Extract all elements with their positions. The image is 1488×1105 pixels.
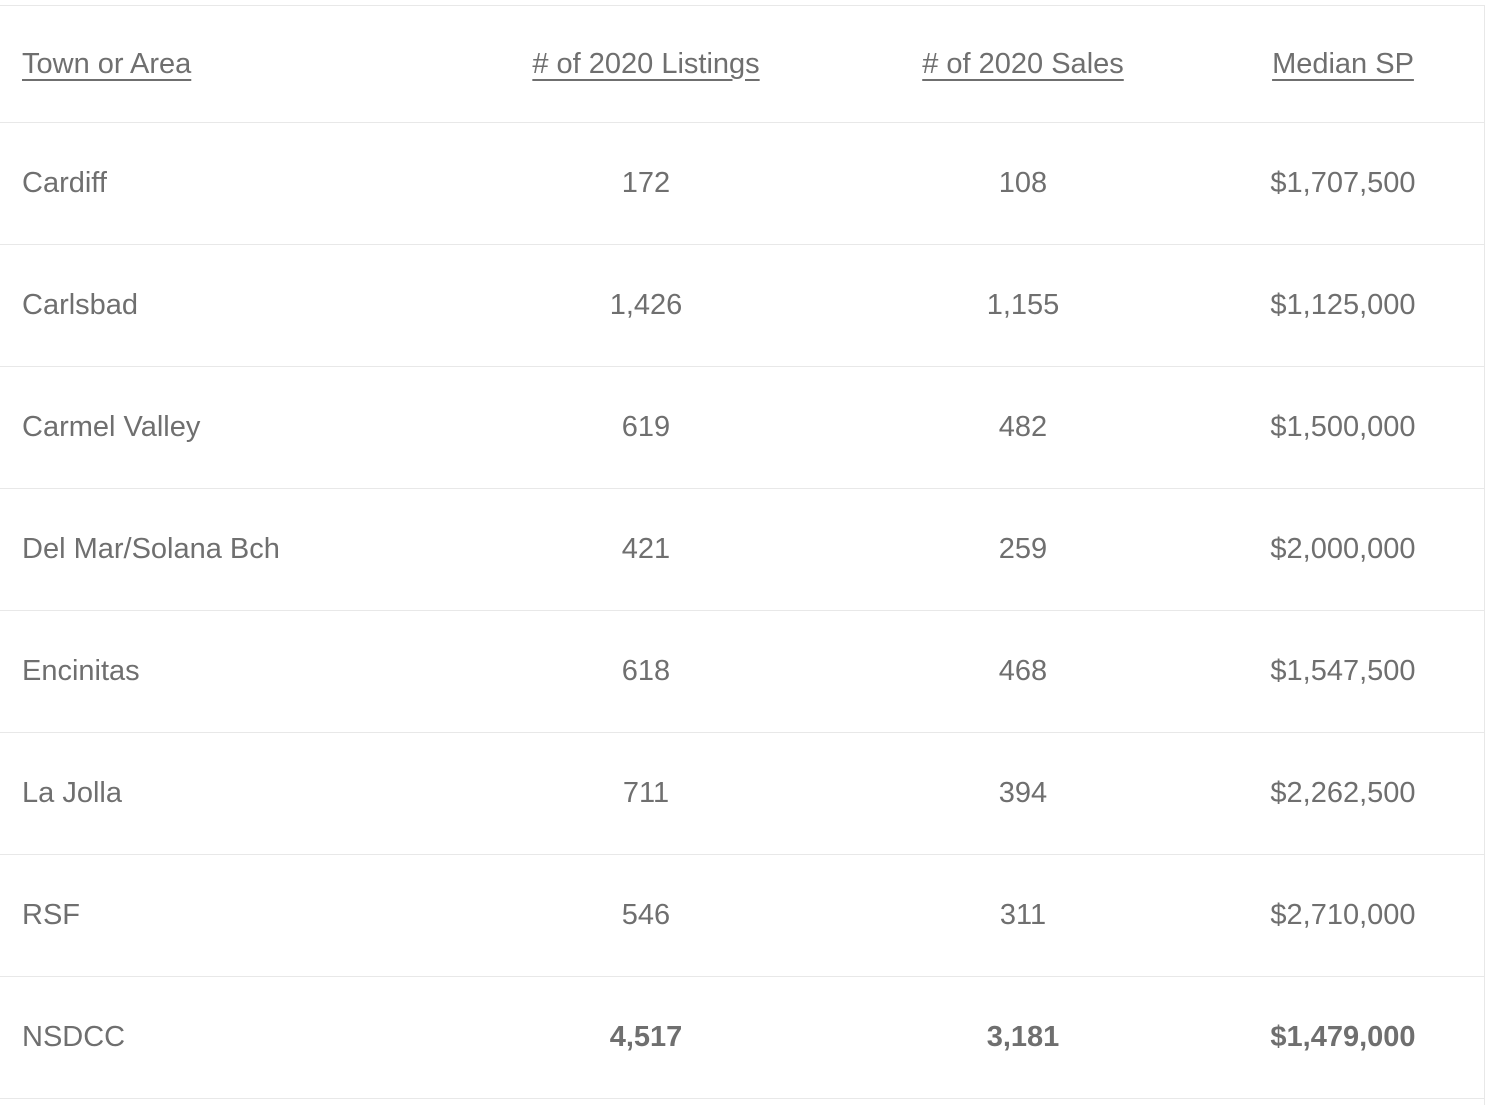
cell-2020-sales: 468 [998, 655, 1048, 687]
cell-median-sp: $1,479,000 [1270, 1021, 1416, 1053]
cell-median-sp: $1,500,000 [1270, 411, 1416, 443]
cell-2020-sales: 259 [998, 533, 1048, 565]
table-header: Town or Area # of 2020 Listings # of 202… [0, 5, 1484, 123]
column-header-2020-sales[interactable]: # of 2020 Sales [922, 47, 1124, 80]
cell-town-or-area: Del Mar/Solana Bch [22, 533, 280, 565]
cell-town-or-area: La Jolla [22, 777, 122, 809]
cell-2020-sales: 482 [998, 411, 1048, 443]
column-header-town-or-area[interactable]: Town or Area [22, 47, 192, 80]
listings-sales-table: Town or Area # of 2020 Listings # of 202… [0, 5, 1484, 1099]
cell-town-or-area: RSF [22, 899, 80, 931]
cell-2020-listings: 711 [622, 777, 670, 809]
cell-town-or-area: Cardiff [22, 167, 107, 199]
cell-2020-listings: 4,517 [609, 1021, 683, 1053]
cell-median-sp: $2,000,000 [1270, 533, 1416, 565]
cell-2020-sales: 3,181 [986, 1021, 1060, 1053]
cell-2020-listings: 421 [621, 533, 671, 565]
page-right-border [1484, 5, 1485, 1105]
cell-2020-listings: 546 [621, 899, 671, 931]
table-row: Carlsbad 1,426 1,155 $1,125,000 [0, 244, 1484, 367]
cell-median-sp: $1,707,500 [1270, 167, 1416, 199]
table-row: Encinitas 618 468 $1,547,500 [0, 610, 1484, 733]
cell-median-sp: $2,710,000 [1270, 899, 1416, 931]
cell-median-sp: $1,125,000 [1270, 289, 1416, 321]
header-row: Town or Area # of 2020 Listings # of 202… [0, 5, 1484, 123]
cell-town-or-area: Carlsbad [22, 289, 139, 321]
column-header-2020-listings[interactable]: # of 2020 Listings [532, 47, 760, 80]
cell-median-sp: $2,262,500 [1270, 777, 1416, 809]
table-row: Cardiff 172 108 $1,707,500 [0, 122, 1484, 245]
table-row: Del Mar/Solana Bch 421 259 $2,000,000 [0, 488, 1484, 611]
cell-2020-sales: 1,155 [986, 289, 1060, 321]
cell-2020-sales: 394 [998, 777, 1048, 809]
column-header-median-sp[interactable]: Median SP [1272, 47, 1414, 80]
cell-median-sp: $1,547,500 [1270, 655, 1416, 687]
cell-2020-listings: 1,426 [609, 289, 683, 321]
table-row: NSDCC 4,517 3,181 $1,479,000 [0, 976, 1484, 1099]
table-row: Carmel Valley 619 482 $1,500,000 [0, 366, 1484, 489]
cell-town-or-area: NSDCC [22, 1021, 126, 1053]
cell-town-or-area: Encinitas [22, 655, 140, 687]
cell-town-or-area: Carmel Valley [22, 411, 201, 443]
cell-2020-listings: 619 [621, 411, 671, 443]
cell-2020-listings: 618 [621, 655, 671, 687]
table-row: La Jolla 711 394 $2,262,500 [0, 732, 1484, 855]
cell-2020-listings: 172 [621, 167, 671, 199]
cell-2020-sales: 108 [998, 167, 1048, 199]
table-body: Cardiff 172 108 $1,707,500 Carlsbad 1,426 1,15… [0, 122, 1484, 1099]
cell-2020-sales: 311 [999, 899, 1047, 931]
table-row: RSF 546 311 $2,710,000 [0, 854, 1484, 977]
